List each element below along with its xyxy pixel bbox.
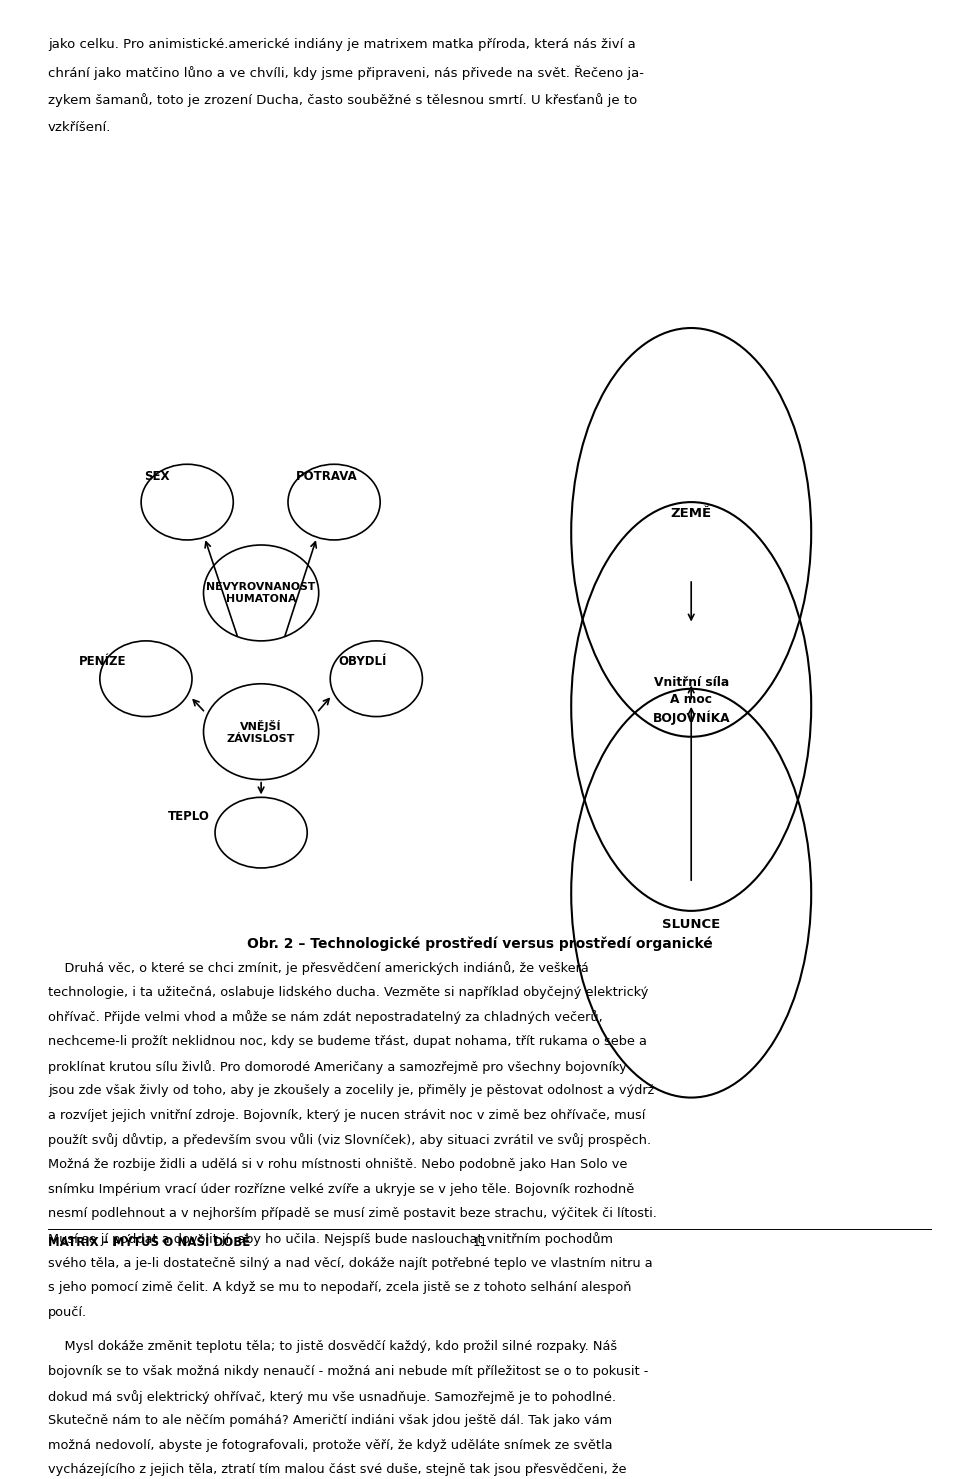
Text: bojovník se to však možná nikdy nenaučí - možná ani nebude mít příležitost se o : bojovník se to však možná nikdy nenaučí … <box>48 1365 648 1378</box>
Text: Druhá věc, o které se chci zmínit, je přesvědčení amerických indiánů, že veškerá: Druhá věc, o které se chci zmínit, je př… <box>48 961 588 975</box>
Text: NEVYROVNANOST
HUMATONA: NEVYROVNANOST HUMATONA <box>206 581 316 603</box>
Text: 11: 11 <box>472 1236 488 1250</box>
Text: vzkříšení.: vzkříšení. <box>48 121 111 135</box>
Text: VNĚJŠÍ
ZÁVISLOST: VNĚJŠÍ ZÁVISLOST <box>227 719 296 744</box>
Text: ZEMĚ: ZEMĚ <box>671 507 711 521</box>
Text: POTRAVA: POTRAVA <box>296 470 357 484</box>
Text: OBYDLÍ: OBYDLÍ <box>338 655 386 667</box>
Text: vycházejícího z jejich těla, ztratí tím malou část své duše, stejně tak jsou pře: vycházejícího z jejich těla, ztratí tím … <box>48 1463 627 1476</box>
Text: SEX: SEX <box>144 470 170 484</box>
Text: Mysl dokáže změnit teplotu těla; to jistě dosvědčí každý, kdo prožil silné rozpa: Mysl dokáže změnit teplotu těla; to jist… <box>48 1340 617 1353</box>
Text: jsou zde však živly od toho, aby je zkoušely a zocelily je, přiměly je pěstovat : jsou zde však živly od toho, aby je zkou… <box>48 1084 655 1097</box>
Text: nechceme-li prožít neklidnou noc, kdy se budeme třást, dupat nohama, třít rukama: nechceme-li prožít neklidnou noc, kdy se… <box>48 1035 647 1049</box>
Text: použít svůj důvtip, a především svou vůli (viz Slovníček), aby situaci zvrátil v: použít svůj důvtip, a především svou vůl… <box>48 1133 651 1148</box>
Text: MATRIX – MÝTUS O NAŠÍ DOBĚ: MATRIX – MÝTUS O NAŠÍ DOBĚ <box>48 1236 251 1250</box>
Text: SLUNCE: SLUNCE <box>662 918 720 932</box>
Text: a rozvíjet jejich vnitřní zdroje. Bojovník, který je nucen strávit noc v zimě be: a rozvíjet jejich vnitřní zdroje. Bojovn… <box>48 1109 645 1123</box>
Text: technologie, i ta užitečná, oslabuje lidského ducha. Vezměte si například obyčej: technologie, i ta užitečná, oslabuje lid… <box>48 986 648 998</box>
Text: chrání jako matčino lůno a ve chvíli, kdy jsme připraveni, nás přivede na svět. : chrání jako matčino lůno a ve chvíli, kd… <box>48 65 644 80</box>
Text: poučí.: poučí. <box>48 1306 87 1319</box>
Text: Vnitřní síla
A moc
BOJOVNÍKA: Vnitřní síla A moc BOJOVNÍKA <box>653 676 730 725</box>
Text: možná nedovolí, abyste je fotografovali, protože věří, že když uděláte snímek ze: možná nedovolí, abyste je fotografovali,… <box>48 1439 612 1452</box>
Text: svého těla, a je-li dostatečně silný a nad věcí, dokáže najít potřebné teplo ve : svého těla, a je-li dostatečně silný a n… <box>48 1257 653 1269</box>
Text: dokud má svůj elektrický ohřívač, který mu vše usnadňuje. Samozřejmě je to pohod: dokud má svůj elektrický ohřívač, který … <box>48 1390 616 1404</box>
Text: s jeho pomocí zimě čelit. A když se mu to nepodaří, zcela jistě se z tohoto selh: s jeho pomocí zimě čelit. A když se mu t… <box>48 1281 632 1294</box>
Text: jako celku. Pro animistické.americké indiány je matrixem matka příroda, která ná: jako celku. Pro animistické.americké ind… <box>48 38 636 50</box>
Text: ohřívač. Přijde velmi vhod a může se nám zdát nepostradatelný za chladných večer: ohřívač. Přijde velmi vhod a může se nám… <box>48 1010 603 1025</box>
Text: Skutečně nám to ale něčím pomáhá? Američtí indiáni však jdou ještě dál. Tak jako: Skutečně nám to ale něčím pomáhá? Američ… <box>48 1414 612 1427</box>
Text: nesmí podlehnout a v nejhorším případě se musí zimě postavit beze strachu, výčit: nesmí podlehnout a v nejhorším případě s… <box>48 1207 657 1220</box>
Text: Musí se jí poddat a dovolit jí, aby ho učila. Nejspíš bude naslouchat vnitřním p: Musí se jí poddat a dovolit jí, aby ho u… <box>48 1232 613 1245</box>
Text: Možná že rozbije židli a udělá si v rohu místnosti ohniště. Nebo podobně jako Ha: Možná že rozbije židli a udělá si v rohu… <box>48 1158 628 1171</box>
Text: PENÍZE: PENÍZE <box>79 655 126 667</box>
Text: TEPLO: TEPLO <box>168 809 210 822</box>
Text: Obr. 2 – Technologické prostředí versus prostředí organické: Obr. 2 – Technologické prostředí versus … <box>247 936 713 951</box>
Text: zykem šamanů, toto je zrození Ducha, často souběžné s tělesnou smrtí. U křesťanů: zykem šamanů, toto je zrození Ducha, čas… <box>48 93 637 108</box>
Text: snímku Impérium vrací úder rozřízne velké zvíře a ukryje se v jeho těle. Bojovní: snímku Impérium vrací úder rozřízne velk… <box>48 1183 635 1195</box>
Text: proklínat krutou sílu živlů. Pro domorodé Američany a samozřejmě pro všechny boj: proklínat krutou sílu živlů. Pro domorod… <box>48 1060 627 1074</box>
